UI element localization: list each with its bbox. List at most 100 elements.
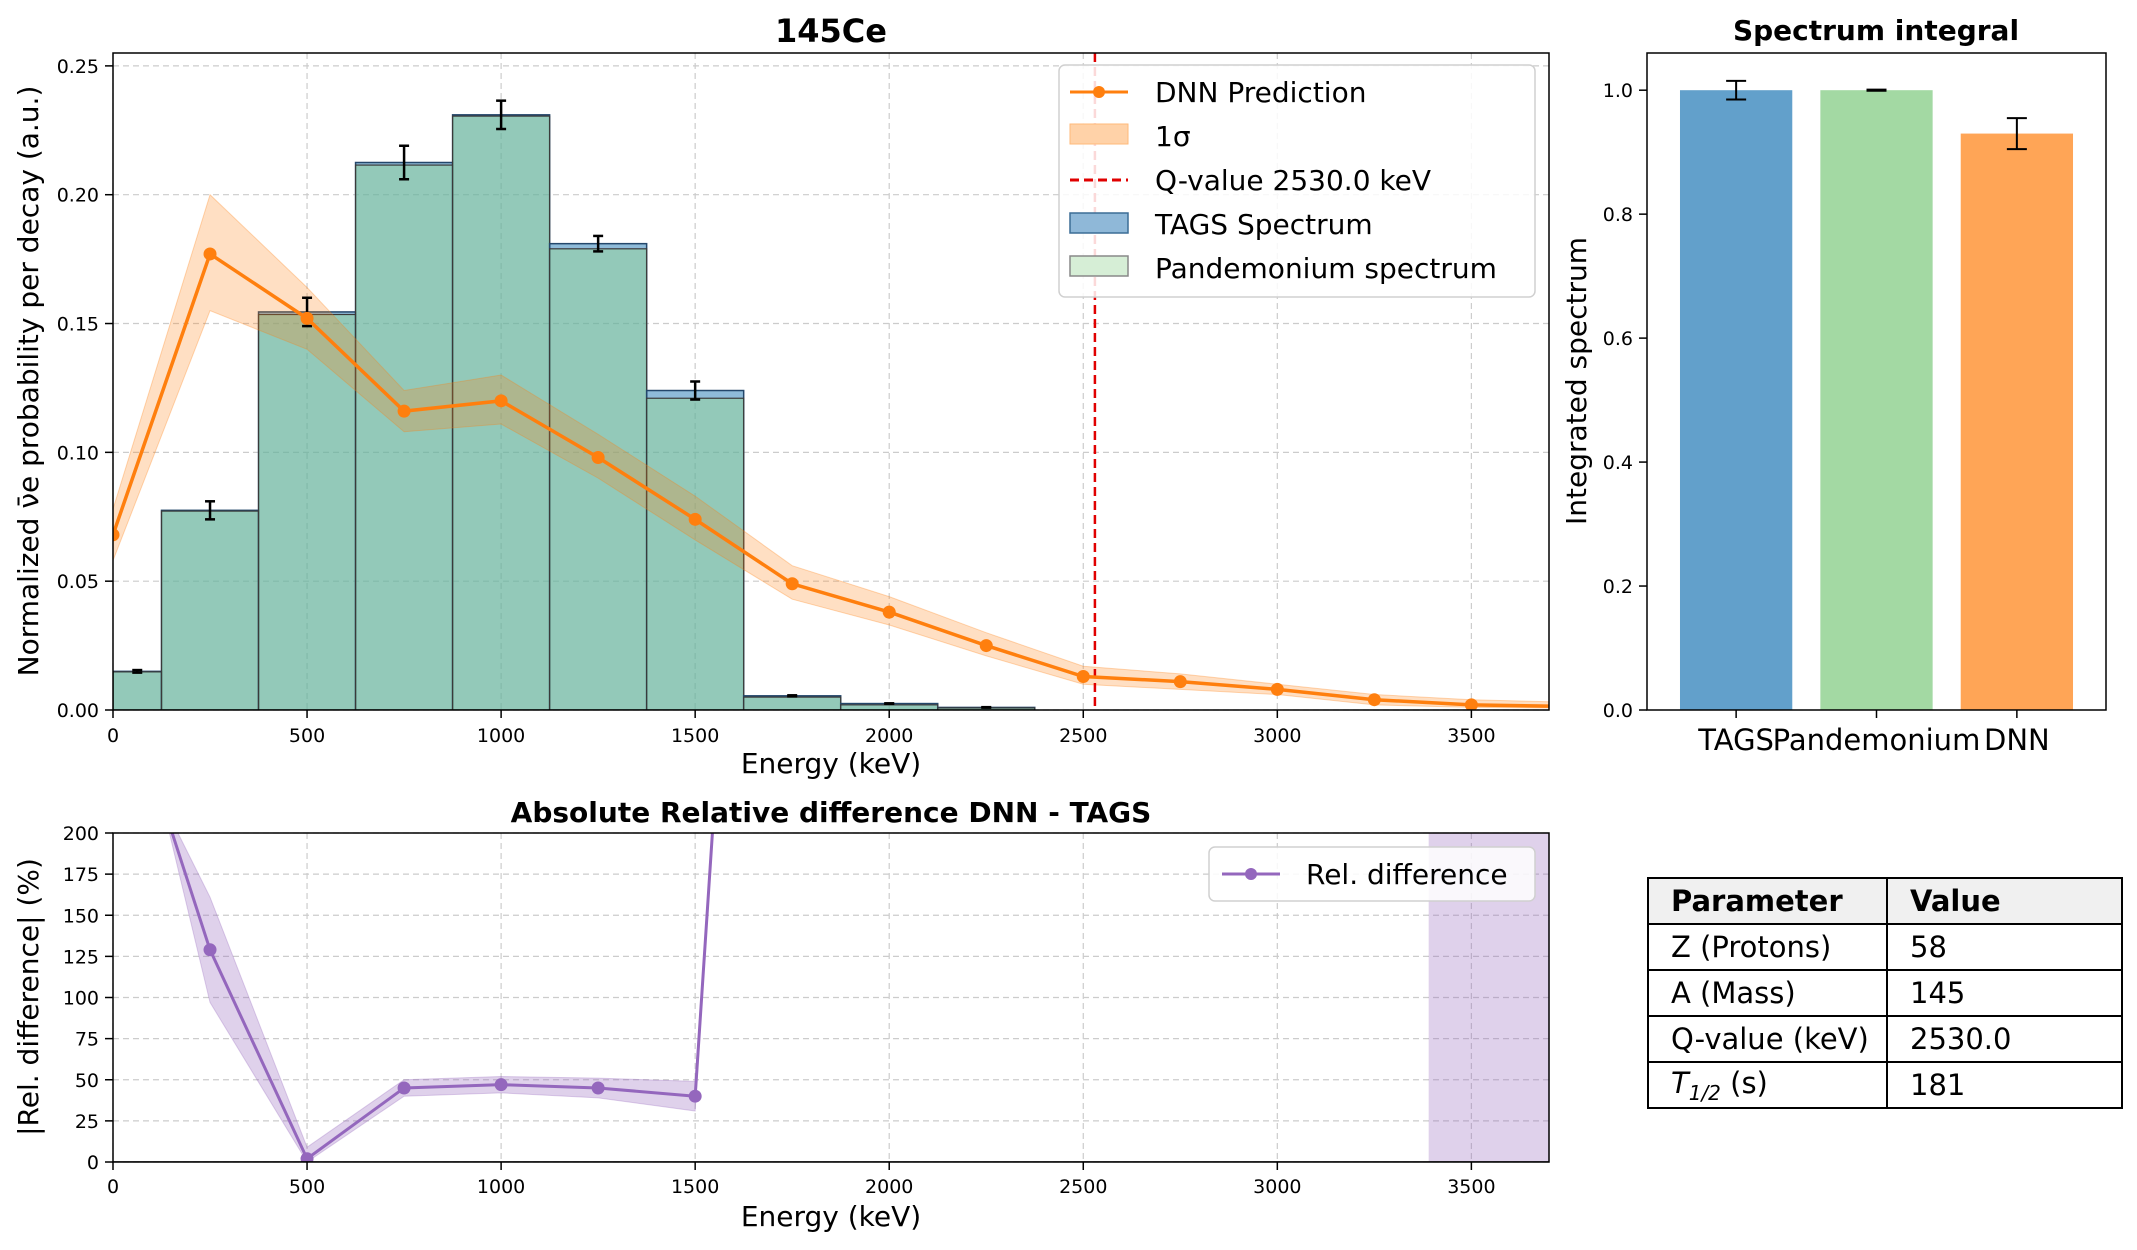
- rel-difference-point: [591, 1081, 605, 1095]
- table-cell: Q-value (keV): [1647, 1015, 1888, 1063]
- pandemonium-bar: [743, 696, 842, 710]
- rel-x-ticks: 0 500 1000 1500 2000 2500 3000 3500: [107, 1162, 1496, 1198]
- dnn-prediction-point: [688, 512, 702, 526]
- dnn-prediction-point: [397, 404, 411, 418]
- tags-bar: [257, 311, 357, 710]
- integral-bar: [1679, 90, 1793, 711]
- x-tick-label: 500: [289, 1176, 325, 1198]
- legend-patch-icon: [1069, 255, 1129, 277]
- y-tick-label: 75: [75, 1029, 99, 1051]
- rel-legend-box: [1208, 846, 1536, 902]
- integral-y-axis-label: Integrated spectrum: [1560, 237, 1593, 525]
- legend-patch-icon: [1069, 212, 1129, 234]
- legend-label-tags: TAGS Spectrum: [1154, 208, 1373, 241]
- legend-patch-icon: [1069, 123, 1129, 145]
- legend-label-dnn: DNN Prediction: [1155, 76, 1366, 109]
- dnn-prediction-point: [591, 451, 605, 465]
- y-tick-label: 175: [63, 864, 99, 886]
- main-axes-frame: [112, 52, 1550, 711]
- parameter-table: Parameter Value Z (Protons) 58 A (Mass) …: [1647, 877, 2123, 1109]
- integral-y-ticks: 0.0 0.2 0.4 0.6 0.8 1.0: [1603, 80, 1647, 722]
- x-tick-label: 2000: [865, 725, 913, 747]
- integral-bar: [1960, 133, 2074, 711]
- rel-y-axis-label: |Rel. difference| (%): [12, 858, 45, 1136]
- dnn-prediction-point: [1464, 698, 1478, 710]
- y-tick-label: 0.2: [1603, 576, 1633, 598]
- table-header-row: Parameter Value: [1647, 877, 2123, 925]
- dnn-prediction-point: [1076, 670, 1090, 684]
- rel-difference-line: [113, 833, 1549, 1162]
- main-chart-title: 145Ce: [775, 12, 887, 50]
- table-cell: 145: [1886, 969, 2123, 1017]
- x-tick-label: TAGS: [1697, 723, 1774, 757]
- legend-entry-dnn: DNN Prediction: [1070, 76, 1366, 109]
- dnn-prediction-point: [203, 247, 217, 261]
- rel-y-ticks: 0 25 50 75 100 125 150 175 200: [63, 823, 113, 1174]
- table-cell: 2530.0: [1886, 1015, 2123, 1063]
- main-legend: DNN Prediction 1σ Q-value 2530.0 keV TAG…: [1058, 64, 1536, 298]
- rel-difference-point: [203, 943, 217, 957]
- y-tick-label: 0.8: [1603, 204, 1633, 226]
- x-tick-label: 0: [107, 725, 119, 747]
- y-tick-label: 0.0: [1603, 700, 1633, 722]
- rel-difference-point: [397, 1081, 411, 1095]
- pandemonium-bar: [354, 164, 454, 710]
- main-x-ticks: 0 500 1000 1500 2000 2500 3000 3500: [107, 710, 1496, 747]
- tags-bar: [354, 161, 454, 710]
- main-spectrum-chart: 0 500 1000 1500 2000 2500 3000 3500 0.00 0.05 0.1…: [12, 12, 1550, 780]
- rel-difference-polyline: [170, 833, 714, 1161]
- table-cell-half-life: T1/2 (s): [1647, 1061, 1888, 1109]
- dnn-prediction-line: [113, 247, 1549, 710]
- pandemonium-bar: [451, 115, 551, 710]
- tags-error-bars: [132, 99, 992, 709]
- table-row: Q-value (keV) 2530.0: [1647, 1015, 2123, 1063]
- pandemonium-bar: [840, 704, 939, 710]
- table-row: A (Mass) 145: [1647, 969, 2123, 1017]
- legend-label-rel-difference: Rel. difference: [1306, 858, 1508, 891]
- legend-entry-qvalue: Q-value 2530.0 keV: [1070, 164, 1431, 197]
- y-tick-label: 150: [63, 905, 99, 927]
- x-tick-label: 2500: [1059, 725, 1107, 747]
- x-tick-label: 2500: [1059, 1176, 1107, 1198]
- dnn-prediction-point: [882, 605, 896, 619]
- x-tick-label: 3000: [1253, 725, 1301, 747]
- table-header-cell: Parameter: [1647, 877, 1888, 925]
- dnn-sigma-band: [113, 193, 1549, 709]
- relative-difference-chart: 0 500 1000 1500 2000 2500 3000 3500 0 25 50 75 100 1…: [12, 796, 1550, 1233]
- y-tick-label: 0.05: [57, 571, 99, 593]
- table-cell: 181: [1886, 1061, 2123, 1109]
- table-cell: Z (Protons): [1647, 923, 1888, 971]
- x-tick-label: 1500: [671, 725, 719, 747]
- rel-sigma-band-area: [168, 833, 714, 1162]
- y-tick-label: 0.6: [1603, 328, 1633, 350]
- legend-entry-pandemonium: Pandemonium spectrum: [1069, 252, 1497, 285]
- y-tick-label: 25: [75, 1111, 99, 1133]
- table-header-cell: Value: [1886, 877, 2123, 925]
- rel-difference-point: [300, 1152, 314, 1162]
- x-tick-label: DNN: [1984, 723, 2050, 757]
- legend-entry-sigma: 1σ: [1069, 120, 1191, 153]
- y-tick-label: 0.25: [57, 56, 99, 78]
- y-tick-label: 0.10: [57, 442, 99, 464]
- table-cell: 58: [1886, 923, 2123, 971]
- x-tick-label: 0: [107, 1176, 119, 1198]
- table-row: T1/2 (s) 181: [1647, 1061, 2123, 1109]
- dnn-prediction-point: [300, 311, 314, 325]
- pandemonium-bar: [160, 510, 260, 710]
- table-cell: A (Mass): [1647, 969, 1888, 1017]
- x-tick-label: 2000: [865, 1176, 913, 1198]
- legend-box: [1058, 64, 1536, 298]
- x-tick-label: 1000: [477, 725, 525, 747]
- dnn-prediction-point: [1367, 693, 1381, 707]
- pandemonium-bar: [257, 313, 357, 710]
- rel-legend: Rel. difference: [1208, 846, 1536, 902]
- rel-difference-point: [494, 1078, 508, 1092]
- y-tick-label: 0.4: [1603, 452, 1633, 474]
- legend-label-pandemonium: Pandemonium spectrum: [1155, 252, 1497, 285]
- dnn-prediction-point: [979, 639, 993, 653]
- dnn-prediction-point: [1173, 675, 1187, 689]
- legend-marker-icon: [1245, 868, 1257, 880]
